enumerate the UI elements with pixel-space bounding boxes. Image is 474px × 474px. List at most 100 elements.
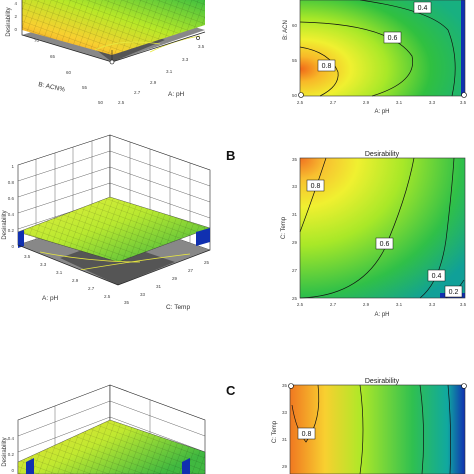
surface-b-y-tick: 31 [156,284,162,289]
surface-b-y-tick: 27 [188,268,194,273]
surface-b-mesh-lines [18,197,210,262]
contour-a-label-box [383,31,402,44]
surface-a-x-tick: 60 [66,70,72,75]
surface-b-y-tick: 25 [204,260,210,265]
contour-b-label-box [375,237,394,250]
contour-a-label: 0.4 [418,5,428,12]
surface-a-x-tick: 55 [82,85,88,90]
surface-a-optimum-point [109,59,115,65]
contour-b-line-0.4 [419,157,455,299]
contour-c-line [419,384,424,474]
contour-b-y-tick: 29 [292,240,298,245]
surface-b-x-tick: 3.5 [24,254,31,259]
contour-c-label: 0.8 [302,431,312,438]
surface-a-x-tick: 65 [50,54,56,59]
surface-plot-b: 0 0.2 0.4 0.6 0.8 1 Desirability 3.5 3.3… [2,134,211,311]
contour-b-label-box [444,285,463,298]
contour-a-x-label: A: pH [374,109,389,115]
surface-a-y-tick: 3.1 [166,69,173,74]
surface-c-z-tick: 0 [11,468,14,473]
contour-c-design-point [461,383,467,389]
surface-b-y-tick: 33 [140,292,146,297]
surface-a-x-tick: 70 [34,38,40,43]
contour-c-y-tick: 31 [282,437,288,442]
contour-plot-b: B Desirability 0.8 0.6 0.4 0.2 25 27 29 … [226,148,467,318]
contour-plot-a: 0.8 0.6 0.4 50 55 60 B: ACN 2.5 2.7 2.9 … [283,0,467,115]
surface-a-y-tick: 2.9 [150,80,157,85]
surface-plot-a: 4 2 0 Desirability 70 65 60 55 50 B: ACN… [6,0,206,105]
contour-b-y-tick: 25 [292,296,298,301]
surface-b-x-tick: 3.3 [40,262,47,267]
contour-a-design-point [461,92,467,98]
contour-b-x-tick: 3.5 [460,302,467,307]
contour-b-x-tick: 3.3 [429,302,436,307]
surface-plot-c: 0 0.2 0.4 Desirability [2,384,206,474]
contour-a-y-label: B: ACN [283,20,289,40]
surface-a-z-tick: 4 [14,1,17,6]
contour-b-y-tick: 33 [292,184,298,189]
contour-a-x-tick: 3.3 [429,100,436,105]
contour-b-label: 0.6 [380,241,390,248]
surface-a-z-tick: 0 [14,27,17,32]
surface-a-z-label: Desirability [6,7,12,36]
contour-a-y-tick: 55 [292,58,298,63]
surface-a-y-tick: 3.3 [182,57,189,62]
surface-c-z-tick: 0.4 [8,436,15,441]
panel-label-c: C [226,383,236,398]
contour-a-line-0.8 [299,46,339,97]
contour-b-x-tick: 3.1 [396,302,403,307]
contour-b-label: 0.2 [449,289,459,296]
contour-b-label-box [306,179,325,192]
surface-b-y-label: C: Temp [166,304,190,311]
contour-b-y-label: C: Temp [281,216,287,239]
contour-a-field [300,0,465,96]
contour-a-label: 0.6 [388,35,398,42]
contour-b-x-tick: 2.5 [297,302,304,307]
contour-b-label-box [427,269,446,282]
contour-a-edge-band [461,0,465,96]
surface-b-z-tick: 1 [11,164,14,169]
surface-a-optimum-point [196,36,200,40]
surface-b-z-tick: 0.2 [8,228,15,233]
contour-b-x-label: A: pH [374,312,389,318]
contour-b-x-tick: 2.9 [363,302,370,307]
contour-a-x-tick: 2.7 [330,100,337,105]
panel-label-b: B [226,148,235,163]
surface-b-z-tick: 0.6 [8,196,15,201]
contour-c-y-label: C: Temp [272,420,278,443]
contour-c-frame [289,384,466,474]
surface-b-x-tick: 3.1 [56,270,63,275]
contour-a-design-point [298,92,304,98]
contour-c-line [359,384,364,474]
contour-b-label: 0.4 [432,273,442,280]
surface-b-y-tick: 35 [124,300,130,305]
contour-a-y-tick: 60 [292,23,298,28]
surface-c-z-label: Desirability [2,437,8,466]
surface-b-edge-blue [18,230,24,248]
contour-a-x-tick: 3.5 [460,100,467,105]
contour-c-y-tick: 29 [282,464,288,469]
surface-a-y-tick: 3.5 [198,44,205,49]
contour-a-y-tick: 50 [292,93,298,98]
surface-a-z-tick: 2 [14,14,17,19]
surface-b-z-tick: 0 [11,244,14,249]
surface-b-y-tick: 29 [172,276,178,281]
surface-b-z-label: Desirability [2,210,8,239]
surface-a-y-tick: 2.7 [134,90,141,95]
surface-c-wall-grid [17,400,206,474]
contour-b-x-tick: 2.7 [330,302,337,307]
contour-a-label-box [317,59,336,72]
surface-a-axis-edge [21,0,206,63]
contour-b-line-0.6 [299,157,415,299]
contour-c-y-tick: 33 [282,410,288,415]
contour-a-x-tick: 2.9 [363,100,370,105]
contour-c-design-point [288,383,294,389]
surface-c-edge-blue [182,458,190,474]
surface-b-x-label: A: pH [42,295,59,302]
surface-a-x-tick: 50 [98,100,104,105]
surface-b-edge-blue [196,228,210,246]
contour-c-title: Desirability [365,378,400,385]
surface-b-axis-edge [17,244,211,286]
contour-b-line-0.8 [299,157,327,233]
contour-b-frame [299,157,466,299]
